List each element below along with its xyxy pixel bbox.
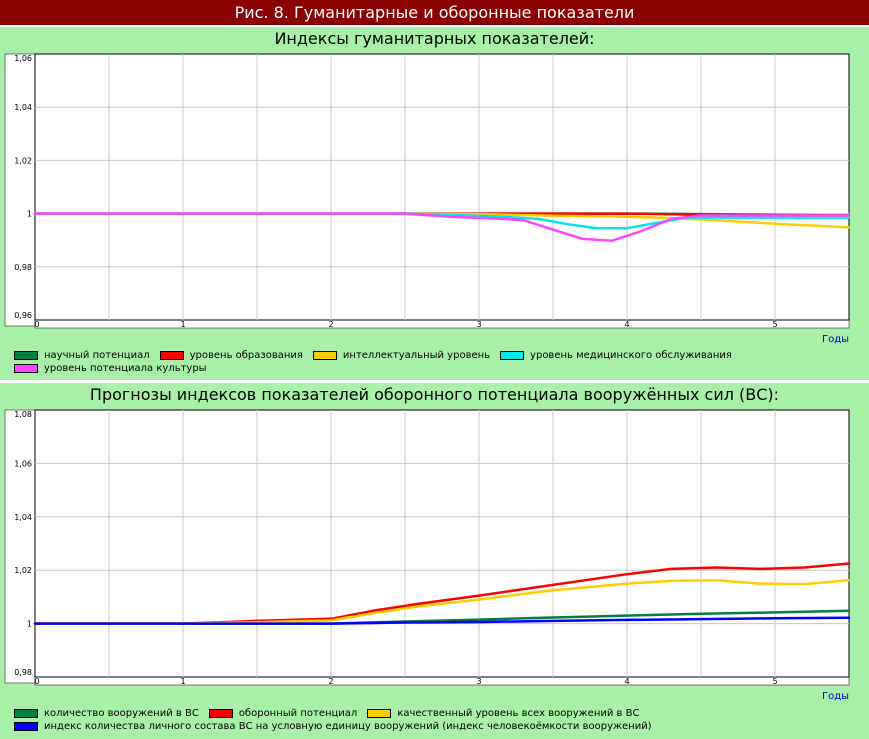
legend-label: количество вооружений в ВС <box>44 708 199 719</box>
x-tick-label: 2 <box>328 677 333 686</box>
legend-item: оборонный потенциал <box>208 708 358 719</box>
legend-swatch <box>14 722 38 731</box>
y-tick-label: 1 <box>27 210 32 219</box>
legend-label: оборонный потенциал <box>238 708 358 719</box>
legend-swatch <box>14 351 38 360</box>
y-tick-label: 1,06 <box>14 54 32 63</box>
legend-item: индекс количества личного состава ВС на … <box>14 721 652 732</box>
legend-item: качественный уровень всех вооружений в В… <box>367 708 639 719</box>
defense-chart-title: Прогнозы индексов показателей оборонного… <box>89 385 780 404</box>
plot-area <box>34 53 850 321</box>
figure-title: Рис. 8. Гуманитарные и оборонные показат… <box>0 0 869 25</box>
legend-label: индекс количества личного состава ВС на … <box>44 721 652 732</box>
x-axis-strip <box>34 676 850 686</box>
legend-row: научный потенциал уровень образования инте… <box>14 349 742 362</box>
legend-label: научный потенциал <box>44 350 150 361</box>
legend-label: уровень медицинского обслуживания <box>530 350 732 361</box>
y-tick-label: 1 <box>27 620 32 629</box>
legend-row: уровень потенциала культуры <box>14 362 742 375</box>
legend-item: уровень потенциала культуры <box>14 363 207 374</box>
series-line-3 <box>33 212 851 230</box>
legend-row: индекс количества личного состава ВС на … <box>14 720 662 733</box>
y-tick-label: 1,08 <box>14 410 32 419</box>
defense-chart: 0,98 1 1,02 1,04 1,06 1,08 0 1 2 3 4 5 <box>4 409 851 686</box>
legend-item: уровень медицинского обслуживания <box>500 350 732 361</box>
defense-legend: количество вооружений в ВС оборонный поте… <box>14 707 662 733</box>
series-line-2 <box>33 579 851 625</box>
x-tick-label: 4 <box>624 677 629 686</box>
y-tick-label: 0,98 <box>14 668 32 677</box>
defense-chart-panel: Прогнозы индексов показателей оборонного… <box>0 383 869 739</box>
x-tick-label: 5 <box>772 677 777 686</box>
humanitarian-legend: научный потенциал уровень образования инте… <box>14 349 742 375</box>
x-tick-label: 1 <box>180 677 185 686</box>
series-line-3 <box>33 616 851 625</box>
legend-swatch <box>500 351 525 360</box>
legend-item: интеллектуальный уровень <box>312 350 491 361</box>
legend-swatch <box>159 351 184 360</box>
legend-swatch <box>312 351 337 360</box>
y-tick-label: 0,96 <box>14 311 32 320</box>
y-axis-strip <box>4 53 36 327</box>
x-axis-label: Годы <box>822 334 850 345</box>
legend-swatch <box>208 709 233 718</box>
x-tick-label: 2 <box>328 320 333 329</box>
series-line-1 <box>33 562 851 625</box>
legend-row: количество вооружений в ВС оборонный поте… <box>14 707 662 720</box>
x-tick-label: 0 <box>34 677 39 686</box>
legend-item: научный потенциал <box>14 350 150 361</box>
humanitarian-chart-title: Индексы гуманитарных показателей: <box>274 29 595 48</box>
x-tick-label: 5 <box>772 320 777 329</box>
x-tick-label: 0 <box>34 320 39 329</box>
y-tick-label: 0,98 <box>14 263 32 272</box>
legend-swatch <box>367 709 392 718</box>
plot-area <box>34 409 850 678</box>
legend-label: интеллектуальный уровень <box>342 350 491 361</box>
y-tick-label: 1,04 <box>14 513 32 522</box>
x-axis-strip <box>34 319 850 329</box>
legend-item: количество вооружений в ВС <box>14 708 199 719</box>
legend-swatch <box>14 364 38 373</box>
x-tick-label: 4 <box>624 320 629 329</box>
x-tick-label: 3 <box>476 320 481 329</box>
y-axis-strip <box>4 409 36 684</box>
humanitarian-chart-panel: Индексы гуманитарных показателей: 0,96 0,… <box>0 27 869 380</box>
x-tick-label: 3 <box>476 677 481 686</box>
legend-label: уровень потенциала культуры <box>44 363 207 374</box>
y-tick-label: 1,02 <box>14 566 32 575</box>
y-tick-label: 1,02 <box>14 156 32 165</box>
y-tick-label: 1,04 <box>14 103 32 112</box>
x-tick-label: 1 <box>180 320 185 329</box>
legend-swatch <box>14 709 38 718</box>
legend-label: уровень образования <box>189 350 303 361</box>
series-line-4 <box>33 212 851 242</box>
humanitarian-chart: 0,96 0,98 1 1,02 1,04 1,06 0 1 2 3 4 5 <box>4 53 851 329</box>
legend-label: качественный уровень всех вооружений в В… <box>397 708 640 719</box>
y-tick-label: 1,06 <box>14 459 32 468</box>
legend-item: уровень образования <box>159 350 303 361</box>
x-axis-label: Годы <box>822 691 850 702</box>
